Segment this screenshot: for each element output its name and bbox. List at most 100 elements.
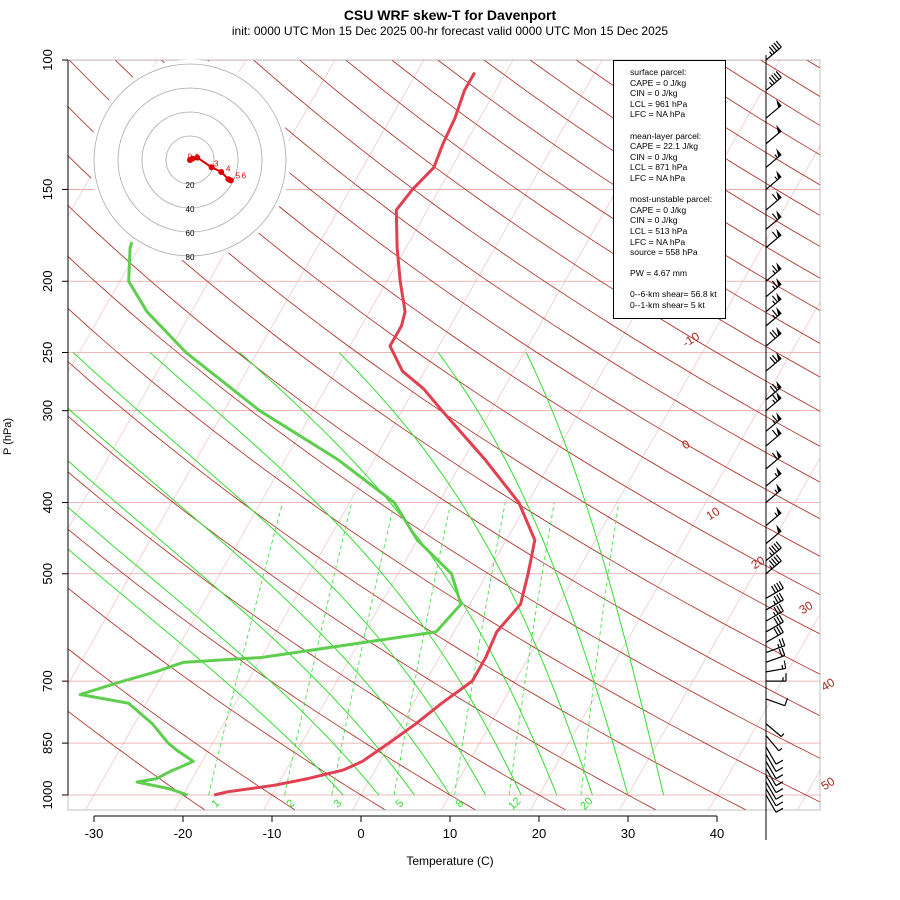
dry-adiabat	[68, 415, 657, 810]
x-tick-label: -10	[263, 826, 282, 841]
shear-0-6km: 0--6-km shear= 56.8 kt	[630, 289, 717, 300]
wind-barb-feather	[768, 560, 775, 568]
wind-barb-feather	[771, 309, 778, 317]
wind-barb-feather	[784, 698, 789, 706]
x-tick-label: 30	[621, 826, 635, 841]
wind-barb-flag	[776, 449, 782, 459]
wind-barb-flag	[776, 99, 782, 108]
wind-barb-feather	[781, 637, 786, 646]
hodograph-ring	[141, 111, 239, 209]
dry-adiabat	[68, 528, 477, 810]
wind-barb-half-feather	[772, 300, 776, 305]
mu-lfc: LFC = NA hPa	[630, 236, 686, 247]
y-tick-label: 850	[40, 732, 55, 754]
wind-barb-shaft	[765, 698, 785, 707]
isotherm-label: 10	[704, 504, 723, 523]
wind-barb	[765, 228, 782, 249]
wind-barb-flag	[776, 506, 782, 516]
wind-barb-feather	[776, 605, 782, 613]
mixing-ratio-line	[331, 502, 395, 796]
y-tick-label: 200	[40, 270, 55, 292]
wind-barb-feather	[771, 354, 778, 362]
wind-barb-half-feather	[769, 565, 773, 569]
wind-barb-shaft	[765, 234, 782, 249]
wind-barb-flag	[776, 191, 782, 200]
wind-barb-flag	[776, 467, 782, 476]
mu-cape: CAPE = 0 J/kg	[630, 204, 687, 215]
mixing-ratio-label: 5	[393, 797, 406, 810]
wind-barb-feather	[769, 356, 776, 364]
wind-barb	[765, 735, 783, 752]
wind-barb	[765, 625, 784, 643]
wind-barb	[765, 774, 784, 794]
wind-barb-feather	[775, 801, 784, 807]
wind-barb-flag	[776, 228, 782, 238]
skew-grid-line	[708, 613, 820, 810]
wind-barb	[765, 467, 782, 487]
wind-barb-feather	[778, 592, 784, 601]
skew-grid-line	[886, 44, 900, 811]
wind-barb-feather	[775, 807, 784, 813]
skew-grid-line	[530, 301, 820, 810]
hodograph-height-label: 1	[195, 152, 200, 161]
hodograph-ring	[93, 63, 287, 257]
wind-barb-shaft	[765, 723, 782, 738]
wind-barb	[765, 191, 782, 211]
wind-barb-half-feather	[780, 733, 785, 738]
hodograph-point	[218, 169, 225, 175]
dewpoint-profile-line	[78, 228, 463, 797]
dry-adiabat	[68, 106, 820, 635]
dry-adiabat	[68, 471, 567, 810]
parcel-legend: surface parcel: CAPE = 0 J/kg CIN = 0 J/…	[613, 60, 726, 319]
x-tick-label: 10	[443, 826, 457, 841]
hodograph-ring	[165, 135, 215, 185]
wind-barb-flag	[776, 524, 782, 534]
wind-barb-shaft	[765, 599, 784, 611]
wind-barb	[765, 426, 782, 447]
hodograph: 20 40 60 80 0 1 345 6	[89, 59, 291, 262]
surface-cin: CIN = 0 J/kg	[630, 88, 678, 99]
hodograph-ring-label: 60	[186, 229, 195, 238]
moist-adiabat	[338, 352, 593, 796]
wind-barb-feather	[775, 788, 784, 794]
wind-barb-feather	[776, 594, 782, 602]
wind-barb-half-feather	[774, 154, 778, 159]
wind-barb-feather	[775, 794, 784, 800]
wind-barb-feather	[775, 781, 784, 787]
hodograph-height-label: 0	[188, 152, 193, 161]
wind-barb-flag	[776, 306, 782, 316]
wind-barb-feather	[771, 265, 778, 273]
isotherm-label: 0	[679, 437, 692, 453]
surface-parcel-title: surface parcel:	[630, 67, 687, 77]
x-tick-label: -30	[85, 826, 104, 841]
wind-barb-feather	[771, 415, 778, 423]
wind-barb-feather	[773, 42, 780, 50]
mean-cin: CIN = 0 J/kg	[630, 151, 678, 162]
wind-barb-flag	[776, 412, 782, 422]
wind-barb-half-feather	[774, 489, 778, 494]
dry-adiabat	[760, 60, 820, 97]
wind-barb-shaft	[765, 788, 777, 807]
wind-barb-shaft	[765, 746, 777, 765]
wind-barb	[765, 277, 782, 298]
y-tick-label: 150	[40, 179, 55, 201]
wind-barb-shaft	[765, 794, 777, 813]
moist-adiabat	[68, 506, 380, 796]
wind-barb	[765, 592, 784, 611]
hodograph-height-label: 5	[236, 172, 241, 181]
mixing-ratio-label: 1	[209, 797, 222, 810]
wind-barb-shaft	[765, 768, 777, 787]
moist-adiabat	[68, 548, 344, 796]
wind-barb-flag	[776, 124, 782, 134]
wind-barb-feather	[768, 46, 775, 54]
dry-adiabat	[299, 60, 820, 412]
wind-barb-flag	[776, 391, 782, 401]
wind-barb-feather	[768, 76, 775, 84]
wind-barb-half-feather	[777, 643, 780, 648]
wind-barb	[765, 40, 782, 61]
wind-barb	[765, 637, 786, 654]
wind-barb-feather	[771, 585, 777, 594]
mixing-ratio-line	[208, 502, 283, 796]
y-tick-label: 300	[40, 400, 55, 422]
wind-barb	[765, 99, 782, 119]
